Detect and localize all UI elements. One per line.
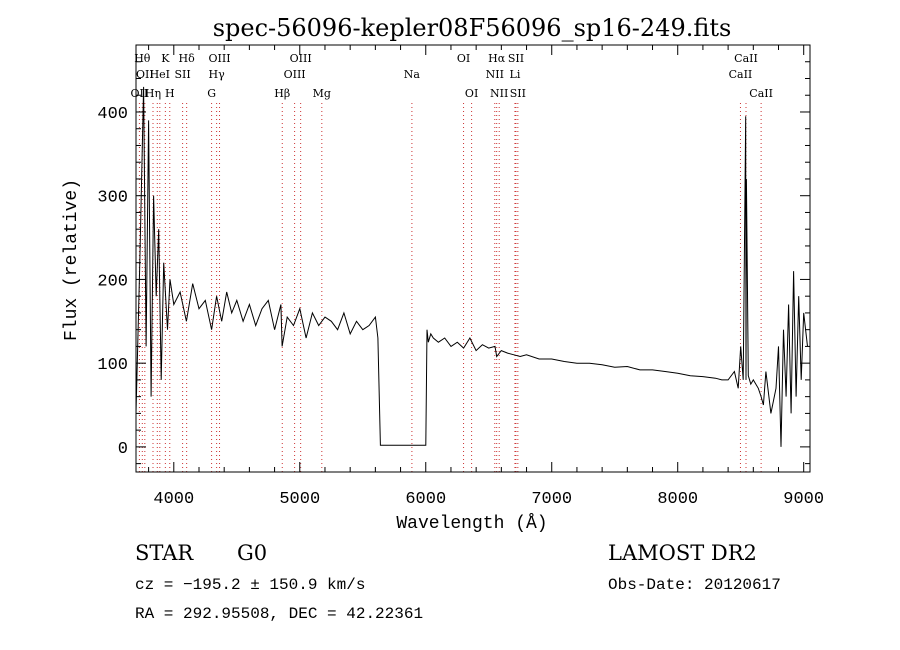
line-marker-label: Mg [313,87,331,100]
plot-frame [135,44,811,473]
y-tick-label: 400 [97,105,128,124]
line-marker-label: Hβ [274,87,290,100]
line-marker-label: OIII [284,68,306,81]
line-marker-label: Hα [488,52,506,65]
line-marker-label: Hη [145,87,161,100]
y-tick-label: 200 [97,272,128,291]
line-marker-label: G [207,87,216,100]
y-axis-label: Flux (relative) [62,179,82,341]
line-marker-label: OI [465,87,478,100]
x-tick-label: 9000 [783,490,824,509]
line-marker-label: SII [510,87,526,100]
x-tick-label: 6000 [405,490,446,509]
x-axis-label: Wavelength (Å) [396,513,547,534]
line-marker-label: OI [457,52,470,65]
observation-date: Obs-Date: 20120617 [608,576,781,594]
line-marker-labels: OIIHθOIIHηHeIKHSIIHδGHγOIIIHβOIIIOIIIMgN… [131,52,773,100]
spectrum-line [135,86,808,447]
line-marker-label: SII [174,68,190,81]
y-axis-ticks: 0 100 200 300 400 [97,44,810,465]
line-marker-label: Hγ [209,68,226,81]
line-marker-label: Hθ [134,52,151,65]
line-marker-layer [138,103,762,472]
y-tick-label: 300 [97,189,128,208]
line-marker-label: SII [508,52,524,65]
line-marker-label: HeI [150,68,170,81]
spectral-subclass: G0 [237,541,268,565]
survey-name: LAMOST DR2 [608,541,757,565]
y-tick-label: 0 [118,440,128,459]
line-marker-label: Hδ [179,52,196,65]
x-tick-label: 4000 [153,490,194,509]
line-marker-label: OII [136,68,154,81]
x-tick-label: 8000 [657,490,698,509]
line-marker-label: OIII [208,52,230,65]
line-marker-label: H [165,87,175,100]
sky-coordinates: RA = 292.95508, DEC = 42.22361 [135,605,424,623]
x-tick-label: 5000 [279,490,320,509]
line-marker-label: NII [490,87,508,100]
x-axis-ticks: 4000 5000 6000 7000 8000 9000 [148,45,824,509]
line-marker-label: Li [510,68,521,81]
y-tick-label: 100 [97,356,128,375]
line-marker-label: CaII [729,68,753,81]
line-marker-label: Na [404,68,421,81]
line-marker-label: CaII [734,52,758,65]
line-marker-label: CaII [749,87,773,100]
line-marker-label: K [161,52,170,65]
line-marker-label: OIII [290,52,312,65]
object-class: STAR [135,541,194,565]
chart-title: spec-56096-kepler08F56096_sp16-249.fits [213,14,732,42]
line-marker-label: NII [486,68,504,81]
radial-velocity: cz = −195.2 ± 150.9 km/s [135,576,366,594]
x-tick-label: 7000 [531,490,572,509]
